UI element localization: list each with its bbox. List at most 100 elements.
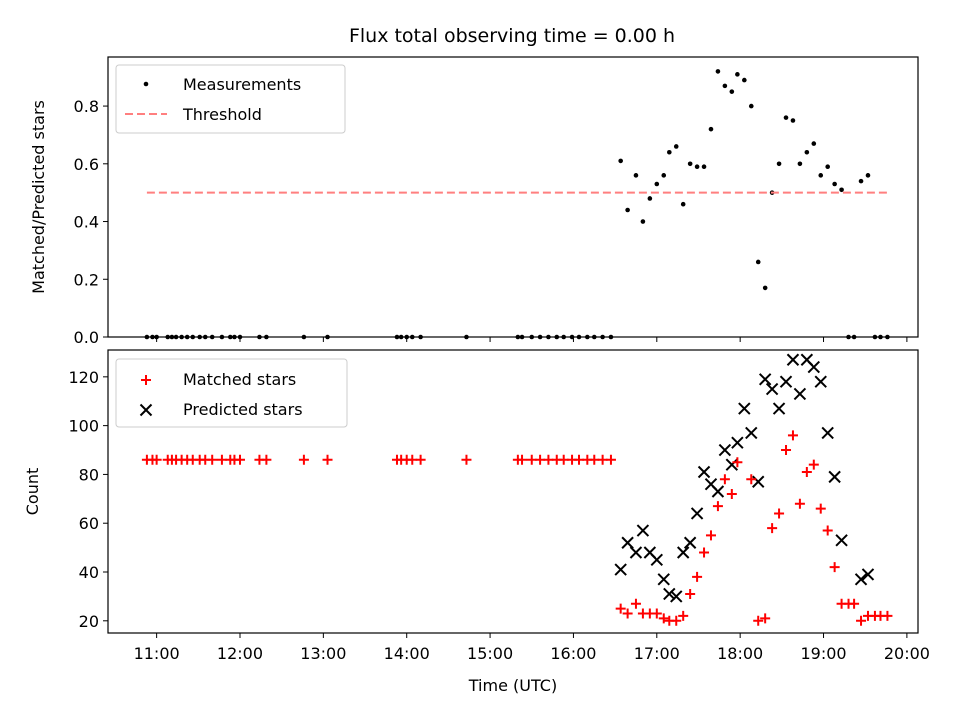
- matched-stars-point: [216, 454, 227, 465]
- measurement-point: [687, 161, 693, 167]
- bottom-y-tick-label: 80: [79, 465, 99, 484]
- measurement-point: [625, 207, 630, 213]
- measurement-point: [839, 187, 844, 193]
- matched-stars-point: [407, 454, 418, 465]
- measurement-point: [762, 285, 768, 291]
- matched-stars-point: [882, 610, 893, 621]
- matched-stars-point: [597, 454, 608, 465]
- matched-stars-point: [774, 508, 785, 519]
- bottom-legend: Matched stars Predicted stars: [115, 358, 348, 428]
- x-tick-label: 20:00: [884, 644, 930, 663]
- x-tick-label: 19:00: [800, 644, 846, 663]
- predicted-stars-point: [621, 536, 634, 549]
- matched-stars-point: [573, 454, 584, 465]
- measurement-point: [748, 103, 754, 109]
- measurement-point: [742, 77, 747, 83]
- matched-stars-point: [517, 454, 528, 465]
- bottom-axes-frame: [107, 349, 919, 634]
- matched-stars-point: [699, 547, 710, 558]
- bottom-y-tick-label: 120: [68, 368, 99, 387]
- predicted-stars-point: [650, 553, 664, 567]
- predicted-stars-point: [690, 507, 704, 520]
- x-tick-label: 17:00: [634, 644, 680, 663]
- x-tick-label: 15:00: [467, 644, 513, 663]
- measurement-point: [797, 161, 803, 167]
- matched-stars-point: [746, 474, 757, 485]
- predicted-stars-point: [697, 465, 711, 479]
- predicted-stars-point: [772, 402, 786, 415]
- matched-stars-point: [822, 525, 833, 536]
- matched-stars-point: [535, 454, 546, 465]
- measurement-point: [618, 158, 623, 164]
- top-y-tick-label: 0.4: [74, 213, 99, 232]
- measurement-point: [694, 164, 700, 169]
- matched-stars-point: [678, 610, 689, 621]
- measurement-point: [790, 118, 796, 123]
- matched-stars-point: [589, 454, 600, 465]
- matched-stars-point: [760, 613, 771, 624]
- top-legend: Measurements Threshold: [115, 64, 346, 134]
- predicted-stars-point: [718, 443, 732, 457]
- predicted-stars-point: [629, 546, 643, 559]
- predicted-stars-point: [765, 382, 779, 396]
- legend-predicted-marker: [139, 403, 153, 417]
- matched-stars-point: [558, 454, 569, 465]
- predicted-stars-point: [676, 546, 690, 559]
- matched-stars-point: [829, 562, 840, 573]
- matched-stars-point: [415, 454, 426, 465]
- matched-stars-point: [461, 454, 472, 465]
- predicted-stars-point: [814, 375, 827, 388]
- legend-measurements-label: Measurements: [183, 75, 301, 94]
- bottom-y-ticks: 20 40 60 80 100 120: [68, 368, 108, 631]
- predicted-stars-point: [636, 524, 650, 537]
- measurement-point: [647, 196, 653, 201]
- measurement-point: [825, 164, 830, 169]
- matched-stars-point: [705, 530, 716, 541]
- matched-stars-point: [615, 603, 626, 614]
- x-tick-label: 11:00: [134, 644, 180, 663]
- matched-stars-point: [622, 608, 633, 619]
- matched-stars-point: [794, 498, 805, 509]
- predicted-stars-point: [614, 563, 627, 576]
- matched-stars-point: [261, 454, 272, 465]
- bottom-y-tick-label: 100: [68, 417, 99, 436]
- measurement-point: [633, 173, 639, 178]
- measurement-point: [729, 89, 735, 94]
- matched-stars-point: [322, 454, 333, 465]
- matched-stars-point: [671, 615, 682, 626]
- matched-stars-point: [753, 615, 764, 626]
- measurement-point: [755, 259, 761, 265]
- matched-stars-point: [856, 615, 867, 626]
- top-legend-box: [115, 64, 346, 134]
- matched-stars-point: [234, 454, 245, 465]
- top-panel: 0.00.20.40.60.8 Matched/Predicted stars …: [29, 56, 919, 347]
- matched-stars-point: [767, 523, 778, 534]
- x-tick-label: 13:00: [300, 644, 346, 663]
- predicted-stars-point: [793, 387, 807, 401]
- predicted-stars-point: [745, 426, 758, 440]
- measurement-point: [673, 144, 679, 149]
- predicted-stars-point: [758, 373, 772, 386]
- measurement-point: [661, 173, 667, 178]
- matched-stars-point: [732, 457, 743, 468]
- legend-measurements-marker: [143, 81, 149, 87]
- measurement-point: [818, 173, 824, 178]
- matched-stars-point: [787, 430, 798, 441]
- matched-stars-point: [808, 459, 819, 470]
- top-y-tick-label: 0.0: [74, 328, 99, 347]
- measurement-point: [735, 72, 740, 77]
- x-axis-label: Time (UTC): [468, 676, 557, 695]
- predicted-stars-point: [670, 590, 683, 603]
- predicted-stars-point: [786, 353, 800, 366]
- measurement-point: [832, 181, 837, 187]
- measurement-point: [865, 173, 871, 178]
- measurement-point: [858, 178, 864, 184]
- matched-stars-point: [298, 454, 309, 465]
- matched-stars-point: [658, 613, 669, 624]
- predicted-stars-point: [752, 475, 765, 488]
- matched-stars-point: [630, 598, 641, 609]
- top-y-tick-label: 0.8: [74, 97, 99, 116]
- matched-stars-point: [712, 501, 723, 512]
- bottom-x-ticks: 11:00 12:00 13:00 14:00 15:00 16:00 17:00 18:00…: [134, 633, 930, 663]
